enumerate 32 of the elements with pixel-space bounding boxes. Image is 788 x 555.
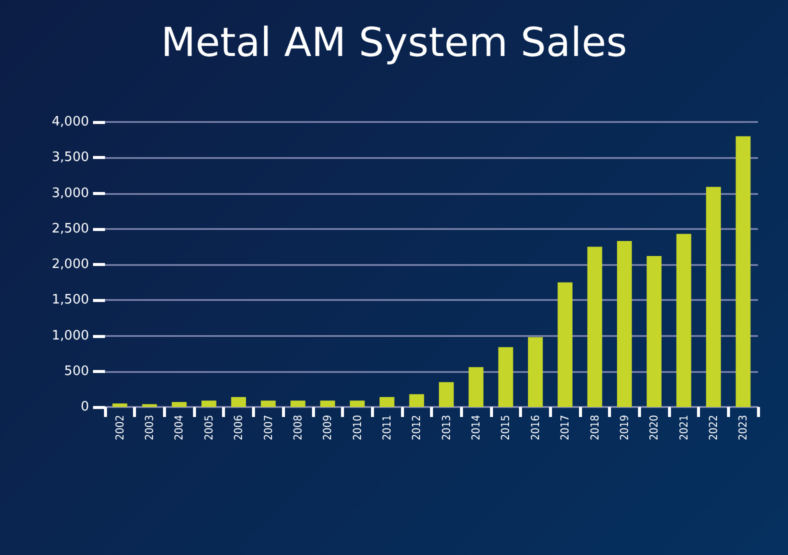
y-tick-label: 500 (64, 364, 89, 379)
y-tick-label: 2,500 (52, 221, 89, 236)
x-tick-label: 2007 (262, 415, 275, 440)
y-tick-label: 3,500 (52, 150, 89, 166)
x-tick-label: 2005 (202, 415, 216, 440)
x-tick-label: 2018 (588, 415, 602, 440)
x-tick-label: 2020 (648, 415, 661, 440)
y-tick-label: 1,500 (52, 292, 89, 308)
y-tick-label: 0 (80, 400, 89, 414)
x-tick-label: 2015 (499, 415, 512, 440)
x-tick-label: 2003 (143, 415, 156, 440)
y-tick-label: 3,000 (52, 186, 89, 201)
x-tick-label: 2010 (350, 415, 364, 440)
x-tick-label: 2009 (321, 415, 334, 440)
x-tick-label: 2021 (677, 415, 690, 440)
x-tick-label: 2023 (736, 415, 750, 440)
y-tick-label: 2,000 (52, 257, 89, 272)
x-tick-label: 2012 (410, 415, 424, 440)
x-tick-label: 2022 (706, 415, 720, 440)
x-tick-label: 2004 (172, 415, 186, 440)
x-tick-label: 2008 (291, 415, 304, 440)
x-tick-label: 2011 (380, 415, 394, 440)
x-tick-label: 2016 (528, 415, 542, 440)
x-tick-label: 2006 (232, 415, 246, 440)
chart-title: Metal AM System Sales (160, 20, 628, 66)
x-tick-label: 2014 (470, 415, 483, 440)
x-tick-label: 2019 (618, 415, 631, 440)
y-tick-label: 4,000 (52, 114, 89, 130)
x-tick-label: 2002 (113, 415, 126, 440)
y-tick-label: 1,000 (52, 328, 89, 344)
x-tick-label: 2013 (440, 415, 453, 440)
x-tick-label: 2017 (558, 415, 572, 440)
